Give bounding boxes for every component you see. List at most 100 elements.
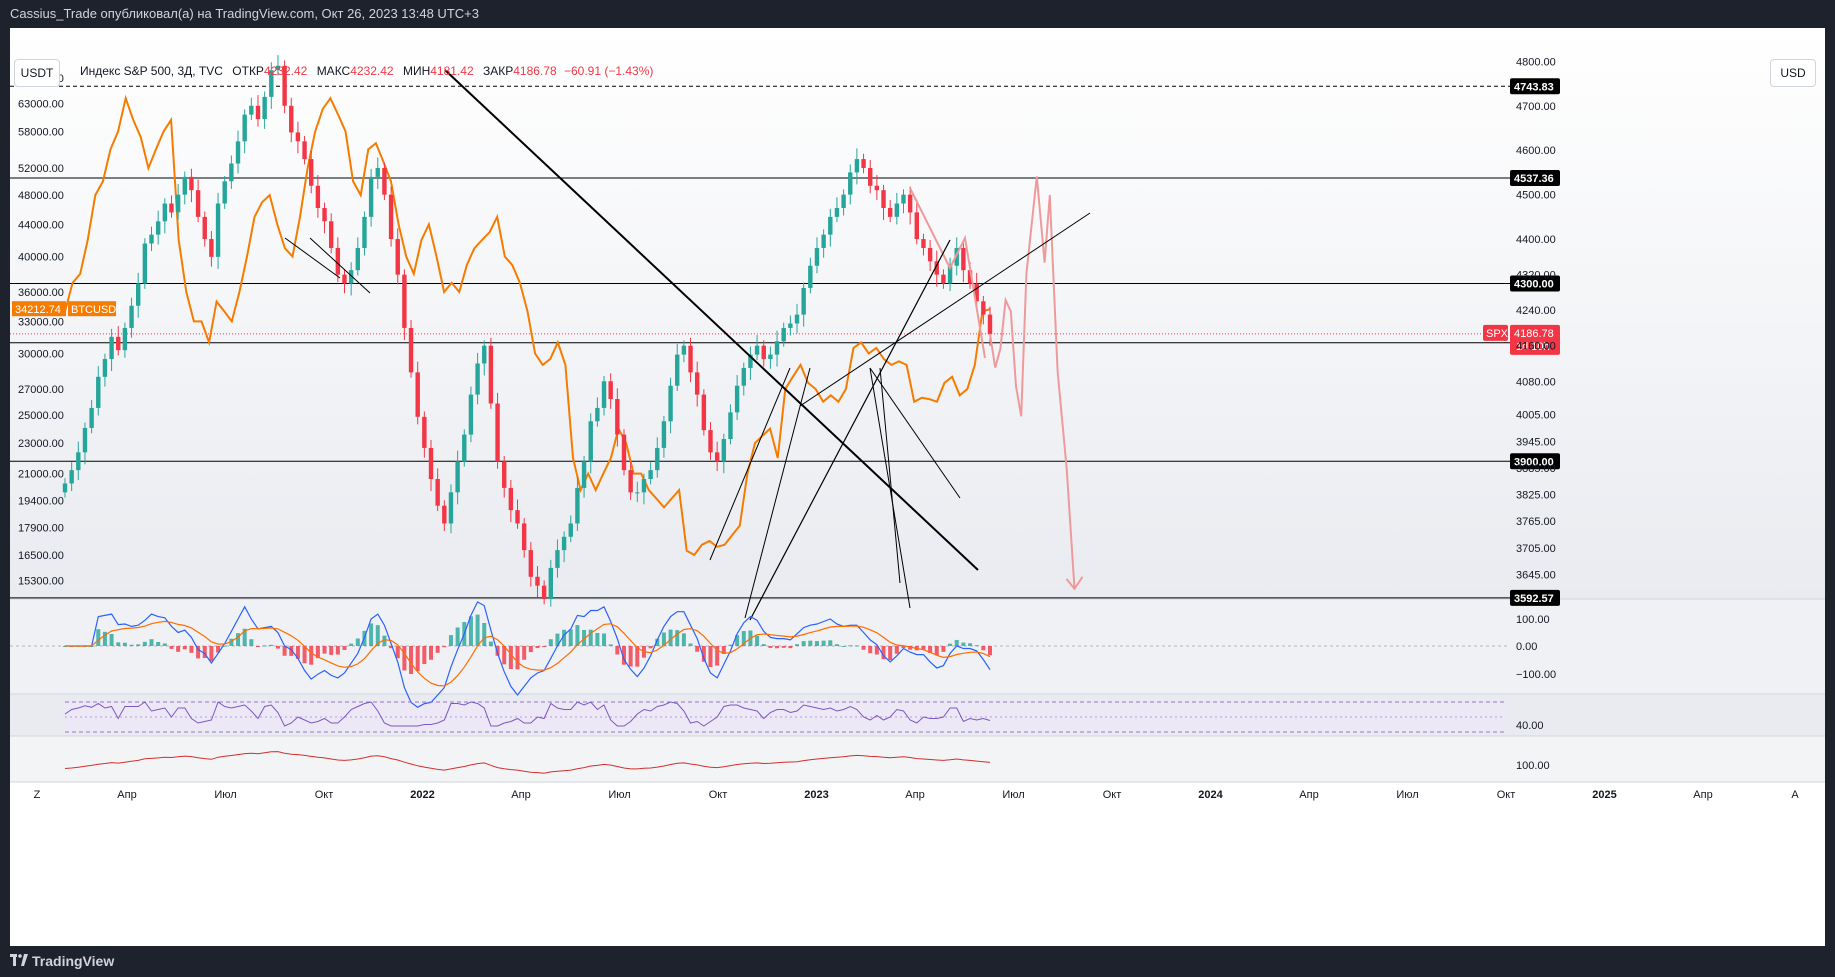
macd-histogram-bar (528, 646, 533, 653)
right-axis-tick: 4600.00 (1516, 145, 1556, 157)
last-price-bg (1510, 324, 1560, 355)
x-axis-tick: Июл (1396, 789, 1418, 801)
right-axis-tick: 4160.00 (1516, 341, 1556, 353)
level-label: 4300.00 (1514, 279, 1554, 291)
macd-histogram-bar (635, 646, 640, 667)
candle-body (488, 345, 494, 404)
tradingview-logo[interactable]: TradingView (10, 946, 114, 977)
right-axis-tick: 4005.00 (1516, 410, 1556, 422)
candle-body (934, 261, 939, 275)
macd-histogram-bar (369, 623, 374, 646)
candle-body (575, 487, 580, 524)
left-axis-tick: 27000.00 (18, 384, 64, 396)
candle-body (215, 203, 221, 257)
candle-body (235, 141, 241, 164)
macd-histogram-bar (582, 629, 587, 646)
bottom-bar: TradingView (0, 946, 1835, 977)
chart-svg[interactable]: 4743.834537.364300.004166.743900.003592.… (10, 28, 1825, 946)
candle-body (408, 327, 414, 373)
macd-histogram-bar (781, 646, 786, 648)
left-axis-tick: 48000.00 (18, 190, 64, 202)
candle-body (116, 336, 121, 351)
candle-body (155, 221, 161, 235)
macd-histogram-bar (868, 646, 873, 654)
candle-body (195, 190, 201, 217)
candle-body (468, 394, 474, 435)
candle-body (901, 194, 906, 204)
macd-histogram-bar (834, 644, 839, 646)
candle-body (129, 305, 134, 328)
candle-body (801, 287, 806, 315)
candle-body (222, 181, 227, 204)
macd-histogram-bar (355, 638, 360, 646)
macd-histogram-bar (695, 646, 700, 652)
candle-body (721, 439, 727, 462)
x-axis-tick: Окт (1103, 789, 1122, 801)
horizontal-levels: 4743.834537.364300.004166.743900.003592.… (10, 78, 1560, 606)
macd-histogram-bar (189, 646, 194, 653)
legend-close-label: ЗАКР (482, 64, 514, 78)
candle-body (275, 65, 281, 71)
macd-histogram-bar (621, 646, 626, 665)
macd-histogram-bar (468, 616, 473, 646)
macd-histogram-bar (961, 642, 966, 646)
left-unit-button[interactable]: USDT (14, 59, 60, 87)
candle-body (854, 159, 860, 173)
candle-body (941, 274, 946, 284)
candle-body (661, 421, 667, 448)
chart-panel[interactable]: 4743.834537.364300.004166.743900.003592.… (10, 28, 1825, 946)
right-axis-tick: 4080.00 (1516, 376, 1556, 388)
macd-histogram-bar (821, 640, 826, 646)
left-axis-tick: 19400.00 (18, 495, 64, 507)
candle-body (555, 550, 560, 568)
right-axis-tick: 3825.00 (1516, 490, 1556, 502)
trendline (709, 367, 791, 561)
macd-histogram-bar (322, 646, 327, 654)
right-axis-tick: 3885.00 (1516, 463, 1556, 475)
candle-body (914, 212, 919, 240)
macd-histogram-bar (934, 646, 939, 656)
third-indicator-layer (64, 751, 991, 774)
x-axis-tick: Окт (709, 789, 728, 801)
macd-histogram-bar (389, 646, 394, 649)
candle-body (475, 363, 480, 395)
axes-layer: 4800.00 4700.00 4600.00 4500.00 4400.00 4320.… (18, 56, 1799, 801)
candle-body (868, 167, 873, 186)
macd-histogram-bar (968, 643, 973, 646)
macd-histogram-bar (102, 631, 107, 646)
left-axis-tick: 52000.00 (18, 163, 64, 175)
x-axis-tick: 2023 (804, 789, 828, 801)
candle-body (388, 194, 394, 240)
macd-histogram-bar (222, 645, 227, 647)
candle-body (841, 194, 846, 208)
candle-body (335, 247, 341, 275)
legend-low-value: 4181.42 (430, 64, 474, 78)
level-label: 3592.57 (1514, 593, 1554, 605)
level-label: 4743.83 (1514, 81, 1554, 93)
macd-histogram-bar (701, 646, 706, 662)
left-axis-tick: 58000.00 (18, 126, 64, 138)
macd-histogram-bar (788, 646, 793, 649)
candle-body (595, 407, 600, 422)
right-unit-button[interactable]: USD (1770, 59, 1816, 87)
x-axis-tick: Апр (1299, 789, 1318, 801)
candle-body (961, 247, 966, 271)
candle-body (861, 159, 866, 168)
macd-histogram-bar (615, 646, 620, 655)
macd-histogram-bar (728, 644, 733, 646)
x-axis-tick: Окт (1497, 789, 1516, 801)
candle-body (136, 283, 141, 306)
macd-histogram-bar (335, 646, 340, 655)
right-axis-tick: 3765.00 (1516, 516, 1556, 528)
macd-histogram-bar (741, 631, 746, 646)
right-axis-tick: 3945.00 (1516, 436, 1556, 448)
macd-signal-line (65, 620, 991, 687)
macd-histogram-bar (542, 646, 547, 647)
macd-histogram-bar (708, 646, 713, 668)
left-axis-tick: 63000.00 (18, 98, 64, 110)
macd-histogram-bar (508, 646, 513, 670)
macd-histogram-bar (435, 646, 440, 653)
left-axis-tick: 33000.00 (18, 316, 64, 328)
macd-histogram-bar (954, 639, 959, 646)
tradingview-brand: TradingView (32, 953, 115, 969)
